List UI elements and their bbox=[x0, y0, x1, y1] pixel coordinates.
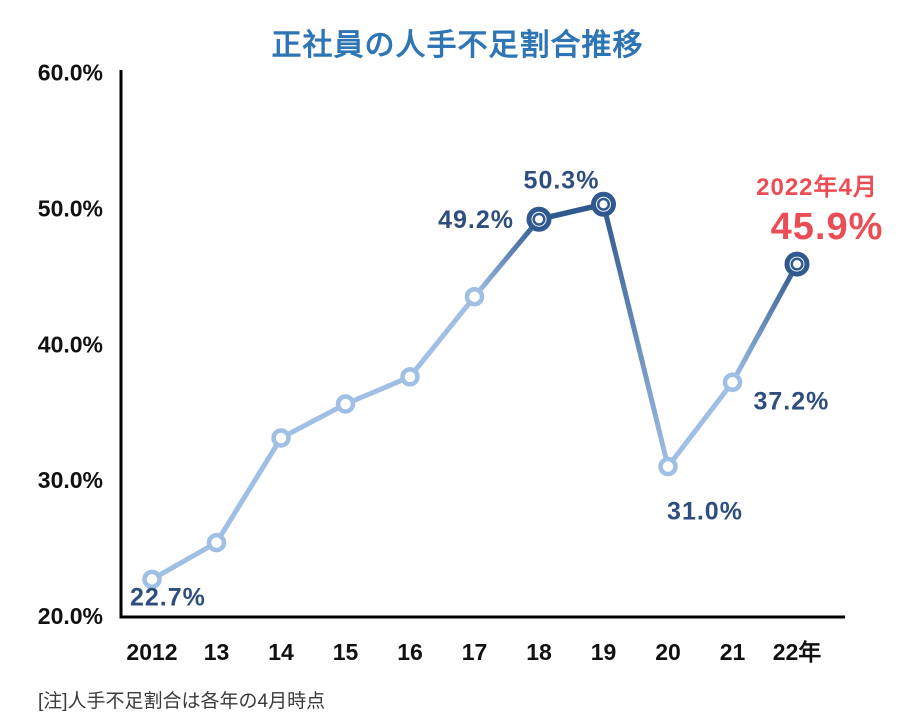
data-point-17 bbox=[464, 286, 485, 307]
x-tick-20: 20 bbox=[655, 639, 681, 665]
data-point-15 bbox=[335, 394, 356, 414]
line-segment-13-14 bbox=[214, 435, 284, 546]
data-point-19 bbox=[591, 191, 616, 217]
y-tick-60: 60.0% bbox=[38, 60, 103, 86]
y-tick-30: 30.0% bbox=[38, 467, 103, 493]
axis-lines bbox=[119, 70, 845, 619]
x-tick-16: 16 bbox=[397, 639, 423, 665]
point-label-31.0%: 31.0% bbox=[667, 498, 743, 526]
line-segment-16-17 bbox=[407, 294, 477, 380]
y-tick-20: 20.0% bbox=[38, 603, 103, 629]
line-segment-20-21 bbox=[665, 379, 735, 470]
y-tick-50: 50.0% bbox=[38, 195, 103, 221]
y-tick-40: 40.0% bbox=[38, 331, 103, 357]
point-label-45.9%: 45.9% bbox=[771, 206, 884, 248]
line-segment-2012-13 bbox=[149, 540, 219, 582]
x-tick-17: 17 bbox=[462, 639, 488, 665]
point-label-50.3%: 50.3% bbox=[524, 166, 600, 194]
point-label-2022年4月: 2022年4月 bbox=[756, 173, 878, 201]
data-point-2012 bbox=[142, 569, 162, 590]
line-segment-17-18 bbox=[472, 216, 542, 300]
x-tick-15: 15 bbox=[333, 639, 359, 665]
x-tick-14: 14 bbox=[268, 639, 294, 665]
data-point-13 bbox=[206, 532, 227, 553]
data-point-16 bbox=[400, 367, 420, 387]
x-tick-2012: 2012 bbox=[126, 639, 177, 665]
point-label-22.7%: 22.7% bbox=[130, 583, 206, 611]
data-point-20 bbox=[658, 456, 678, 477]
data-point-22年 bbox=[784, 251, 810, 277]
data-point-18 bbox=[526, 206, 552, 232]
data-point-21 bbox=[722, 372, 743, 393]
x-tick-18: 18 bbox=[526, 639, 552, 665]
point-label-37.2%: 37.2% bbox=[754, 387, 830, 415]
line-segment-21-22年 bbox=[730, 261, 800, 385]
point-label-49.2%: 49.2% bbox=[438, 206, 514, 234]
x-tick-22年: 22年 bbox=[773, 639, 822, 665]
x-tick-21: 21 bbox=[720, 639, 746, 665]
x-tick-13: 13 bbox=[204, 639, 230, 665]
line-segment-19-20 bbox=[601, 201, 671, 470]
chart-note: [注]人手不足割合は各年の4月時点 bbox=[38, 691, 326, 712]
data-point-14 bbox=[271, 428, 291, 448]
line-segment-15-16 bbox=[343, 374, 413, 407]
x-tick-19: 19 bbox=[591, 639, 617, 665]
line-segment-14-15 bbox=[278, 401, 348, 441]
chart-title: 正社員の人手不足割合推移 bbox=[271, 29, 644, 62]
